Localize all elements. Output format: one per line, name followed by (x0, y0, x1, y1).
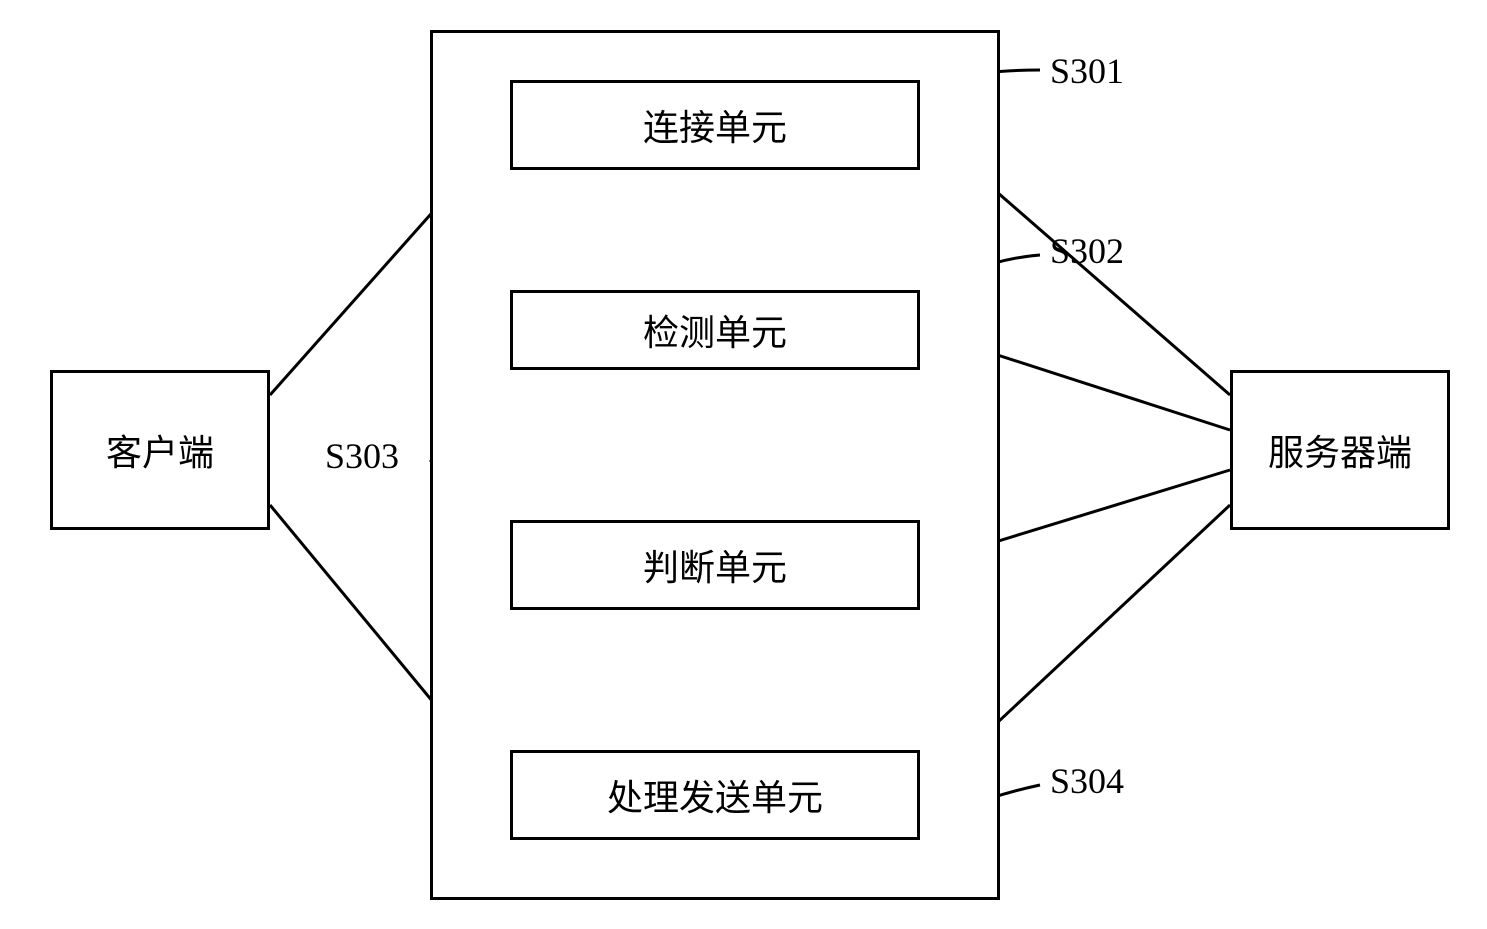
label-s301: S301 (1050, 50, 1124, 92)
unit2-label: 检测单元 (643, 304, 787, 356)
server-label: 服务器端 (1268, 424, 1412, 476)
server-box: 服务器端 (1230, 370, 1450, 530)
diagram-container: 客户端 服务器端 连接单元 检测单元 判断单元 处理发送单元 S301 S302… (0, 0, 1487, 929)
unit-connection: 连接单元 (510, 80, 920, 170)
unit1-label: 连接单元 (643, 99, 787, 151)
unit4-label: 处理发送单元 (607, 769, 823, 821)
unit-judgment: 判断单元 (510, 520, 920, 610)
label-s304: S304 (1050, 760, 1124, 802)
label-s302: S302 (1050, 230, 1124, 272)
label-s303: S303 (325, 435, 399, 477)
client-label: 客户端 (106, 424, 214, 476)
unit-process-send: 处理发送单元 (510, 750, 920, 840)
client-box: 客户端 (50, 370, 270, 530)
unit3-label: 判断单元 (643, 539, 787, 591)
unit-detection: 检测单元 (510, 290, 920, 370)
